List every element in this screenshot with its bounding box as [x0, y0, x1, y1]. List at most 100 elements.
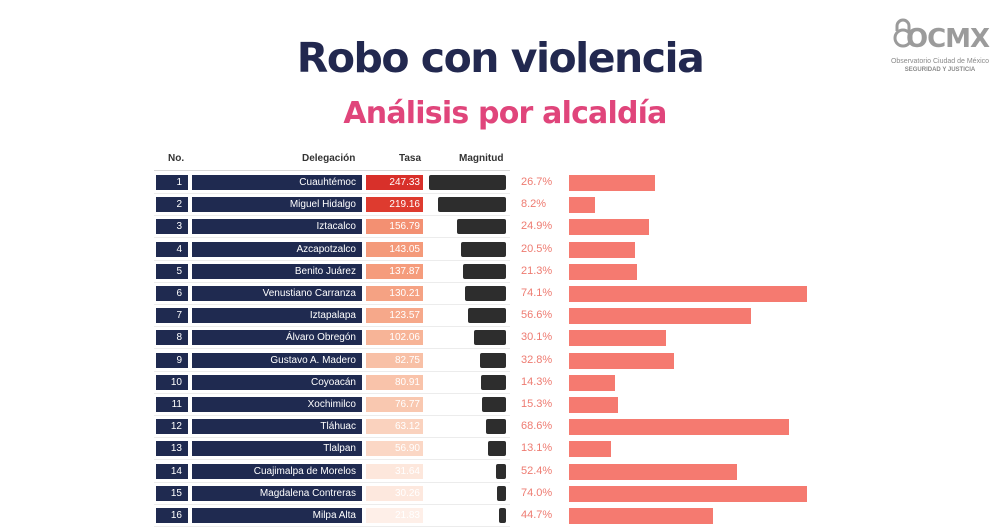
percent-bar: [569, 508, 713, 524]
table-row: 5 Benito Juárez 137.87 21.3%: [0, 261, 1000, 283]
tasa-cell: 137.87: [366, 263, 423, 279]
table-row: 6 Venustiano Carranza 130.21 74.1%: [0, 283, 1000, 305]
delegacion-cell: Álvaro Obregón: [192, 330, 362, 346]
percent-label: 74.1%: [521, 287, 553, 299]
percent-label: 8.2%: [521, 198, 547, 211]
delegacion-cell: Cuajimalpa de Morelos: [192, 463, 362, 479]
percent-label: 44.7%: [521, 509, 553, 521]
magnitud-bar: [480, 374, 506, 390]
table-row: 2 Miguel Hidalgo 219.16 8.2%: [0, 194, 1000, 217]
delegacion-cell: Tlalpan: [192, 441, 362, 457]
table-row: 1 Cuauhtémoc 247.33 26.7%: [0, 172, 1000, 194]
delegacion-cell: Magdalena Contreras: [192, 485, 362, 501]
row-divider: [154, 237, 510, 239]
magnitud-bar: [461, 241, 506, 257]
tasa-cell: 219.16: [366, 197, 423, 213]
tasa-cell: 21.83: [366, 508, 423, 523]
rank-cell: 12: [156, 419, 188, 435]
percent-label: 32.8%: [521, 353, 553, 366]
percent-label: 74.0%: [521, 486, 553, 499]
row-divider: [154, 526, 510, 527]
tasa-cell: 80.91: [366, 374, 423, 390]
row-divider: [154, 348, 510, 350]
percent-bar: [569, 241, 635, 258]
percent-label: 20.5%: [521, 242, 553, 255]
magnitud-bar: [465, 286, 506, 301]
rank-cell: 5: [156, 263, 188, 279]
row-divider: [154, 503, 510, 505]
row-divider: [154, 415, 510, 416]
row-divider: [154, 437, 510, 439]
header-no: No.: [168, 153, 185, 164]
table-row: 10 Coyoacán 80.91 14.3%: [0, 372, 1000, 394]
percent-bar: [569, 219, 649, 236]
percent-bar: [569, 263, 638, 280]
delegacion-cell: Benito Juárez: [192, 263, 362, 279]
rank-cell: 15: [156, 485, 188, 501]
logo-line-1: Observatorio Ciudad de México: [890, 58, 990, 65]
tasa-cell: 156.79: [366, 219, 423, 235]
rank-cell: 4: [156, 241, 188, 257]
logo-text: OCMX: [906, 24, 990, 54]
percent-bar: [569, 441, 612, 458]
row-divider: [154, 259, 510, 261]
magnitud-bar: [480, 352, 506, 368]
page-title: Robo con violencia: [296, 34, 705, 82]
table-row: 8 Álvaro Obregón 102.06 30.1%: [0, 327, 1000, 350]
rank-cell: 14: [156, 463, 188, 479]
row-divider: [154, 281, 510, 283]
magnitud-bar: [499, 508, 506, 523]
percent-bar: [569, 352, 675, 369]
percent-bar: [569, 485, 807, 502]
row-divider: [154, 370, 510, 372]
rank-cell: 7: [156, 308, 188, 324]
logo: OCMX Observatorio Ciudad de México SEGUR…: [890, 16, 990, 78]
rank-cell: 2: [156, 197, 188, 213]
percent-label: 13.1%: [521, 442, 553, 455]
header-divider: [154, 170, 510, 171]
magnitud-bar: [467, 308, 506, 324]
percent-label: 30.1%: [521, 331, 553, 344]
percent-bar: [569, 463, 738, 480]
header-magnitud: Magnitud: [459, 153, 504, 164]
tasa-cell: 30.26: [366, 485, 423, 501]
table-row: 11 Xochimilco 76.77 15.3%: [0, 394, 1000, 416]
table-row: 4 Azcapotzalco 143.05 20.5%: [0, 239, 1000, 261]
row-divider: [154, 193, 510, 194]
tasa-cell: 130.21: [366, 286, 423, 301]
table-row: 9 Gustavo A. Madero 82.75 32.8%: [0, 350, 1000, 372]
header-tasa: Tasa: [399, 153, 422, 164]
tasa-cell: 56.90: [366, 441, 423, 457]
rank-cell: 9: [156, 352, 188, 368]
delegacion-cell: Xochimilco: [192, 397, 362, 412]
tasa-cell: 102.06: [366, 330, 423, 346]
rank-cell: 8: [156, 330, 188, 346]
page-subtitle: Análisis por alcaldía: [343, 96, 667, 131]
magnitud-bar: [463, 263, 506, 279]
table-row: 12 Tláhuac 63.12 68.6%: [0, 416, 1000, 439]
percent-label: 68.6%: [521, 420, 553, 433]
percent-label: 15.3%: [521, 398, 553, 410]
delegacion-cell: Miguel Hidalgo: [192, 197, 362, 213]
magnitud-bar: [429, 175, 506, 190]
percent-bar: [569, 330, 666, 347]
percent-bar: [569, 374, 615, 391]
percent-label: 52.4%: [521, 464, 553, 477]
header-delegacion: Delegación: [302, 153, 356, 164]
magnitud-bar: [496, 485, 506, 501]
row-divider: [154, 304, 510, 305]
percent-bar: [569, 419, 790, 436]
logo-line-2: SEGURIDAD Y JUSTICIA: [904, 67, 976, 73]
rank-cell: 11: [156, 397, 188, 412]
percent-label: 26.7%: [521, 176, 553, 188]
table-row: 7 Iztapalapa 123.57 56.6%: [0, 305, 1000, 328]
magnitud-bar: [486, 419, 506, 435]
percent-bar: [569, 286, 807, 302]
tasa-cell: 63.12: [366, 419, 423, 435]
row-divider: [154, 215, 510, 217]
tasa-cell: 247.33: [366, 175, 423, 190]
row-divider: [154, 326, 510, 328]
delegacion-cell: Azcapotzalco: [192, 241, 362, 257]
percent-label: 14.3%: [521, 375, 553, 388]
percent-bar: [569, 308, 751, 325]
